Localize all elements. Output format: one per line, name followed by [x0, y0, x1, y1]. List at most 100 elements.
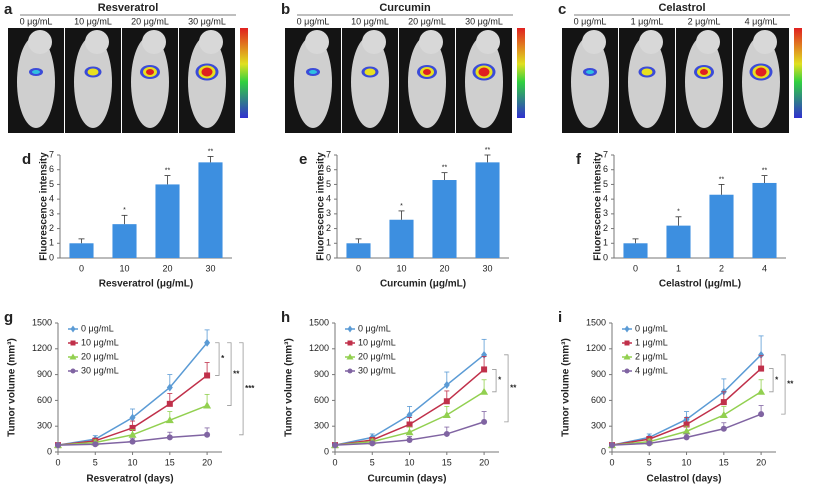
- y-tick-label: 0: [603, 252, 608, 262]
- marker: [92, 441, 99, 448]
- signal-mid: [364, 68, 376, 76]
- x-tick-label: 20: [439, 263, 449, 273]
- mouse-body: [465, 36, 503, 128]
- bar: [346, 243, 371, 258]
- y-axis-label: Tumor volume (mm³): [561, 338, 572, 437]
- marker: [332, 442, 338, 449]
- significance: **: [208, 148, 214, 155]
- y-tick-label: 300: [37, 421, 52, 431]
- significance-bracket: [215, 342, 220, 376]
- signal-mid: [586, 70, 594, 74]
- legend-label: 20 μg/mL: [81, 351, 119, 361]
- dose-label: 20 μg/mL: [131, 16, 169, 26]
- dose-label: 20 μg/mL: [408, 16, 446, 26]
- marker: [128, 430, 137, 438]
- marker: [682, 427, 691, 435]
- marker: [204, 431, 211, 438]
- marker: [346, 353, 354, 360]
- significance: **: [719, 176, 725, 183]
- x-tick-label: 0: [609, 457, 614, 467]
- x-tick-label: 20: [479, 457, 489, 467]
- mouse-body: [188, 36, 226, 128]
- mouse-body: [685, 36, 723, 128]
- marker: [70, 340, 76, 346]
- marker: [129, 424, 136, 431]
- y-tick-label: 1500: [32, 317, 52, 327]
- mouse-body: [131, 36, 169, 128]
- significance: **: [762, 167, 768, 174]
- x-tick-label: 20: [162, 263, 172, 273]
- y-tick-label: 4: [326, 194, 331, 204]
- marker: [480, 387, 489, 395]
- signal-core: [478, 67, 490, 77]
- dose-label: 2 μg/mL: [688, 16, 721, 26]
- marker: [609, 442, 615, 449]
- signal-core: [755, 67, 767, 77]
- y-tick-label: 1500: [586, 317, 606, 327]
- y-tick-label: 6: [49, 164, 54, 174]
- marker: [442, 411, 451, 419]
- marker: [129, 438, 136, 445]
- y-tick-label: 3: [603, 208, 608, 218]
- significance: *: [123, 207, 126, 214]
- mouse-head: [753, 30, 777, 54]
- significance: **: [165, 167, 171, 174]
- bar: [69, 243, 94, 258]
- significance-bracket: [239, 342, 244, 436]
- panel-letter: d: [22, 151, 31, 168]
- signal-core: [201, 67, 213, 77]
- mouse-head: [639, 30, 663, 54]
- marker: [70, 325, 76, 333]
- marker: [347, 325, 353, 333]
- mouse-body: [742, 36, 780, 128]
- signal-mid: [87, 68, 99, 76]
- marker: [720, 425, 727, 432]
- marker: [646, 440, 653, 447]
- significance-bracket: [504, 354, 509, 423]
- significance-bracket: [781, 354, 786, 415]
- marker: [204, 338, 211, 347]
- marker: [369, 440, 376, 447]
- x-axis-label: Curcumin (days): [368, 474, 447, 485]
- y-tick-label: 0: [47, 446, 52, 456]
- panel-letter: b: [281, 1, 290, 18]
- bar: [432, 180, 457, 258]
- colorbar: [517, 28, 525, 118]
- panel-letter: a: [4, 1, 13, 18]
- marker: [443, 398, 450, 405]
- dose-label: 4 μg/mL: [745, 16, 778, 26]
- marker: [204, 372, 211, 379]
- dose-label: 30 μg/mL: [465, 16, 503, 26]
- y-axis-label: Tumor volume (mm³): [284, 338, 295, 437]
- panel-letter: g: [4, 309, 13, 326]
- x-tick-label: 0: [55, 457, 60, 467]
- x-axis-label: Celastrol (days): [646, 474, 721, 485]
- x-tick-label: 5: [93, 457, 98, 467]
- mouse-body: [628, 36, 666, 128]
- legend-label: 30 μg/mL: [81, 365, 119, 375]
- x-tick-label: 0: [79, 263, 84, 273]
- panel-letter: i: [558, 309, 562, 326]
- x-tick-label: 1: [676, 263, 681, 273]
- colorbar: [794, 28, 802, 118]
- y-tick-label: 1: [326, 238, 331, 248]
- x-axis-label: Curcumin (μg/mL): [380, 279, 466, 290]
- y-tick-label: 1: [603, 238, 608, 248]
- dose-label: 10 μg/mL: [351, 16, 389, 26]
- mouse-body: [571, 36, 609, 128]
- y-tick-label: 1: [49, 238, 54, 248]
- x-tick-label: 15: [165, 457, 175, 467]
- mouse-head: [305, 30, 329, 54]
- significance: **: [510, 383, 517, 392]
- marker: [481, 418, 488, 425]
- legend-label: 2 μg/mL: [635, 351, 668, 361]
- signal-core: [146, 69, 154, 75]
- panel-letter: f: [576, 151, 582, 168]
- y-tick-label: 300: [591, 421, 606, 431]
- y-tick-label: 7: [603, 149, 608, 159]
- mouse-body: [294, 36, 332, 128]
- legend-label: 30 μg/mL: [358, 365, 396, 375]
- signal-mid: [641, 68, 653, 76]
- y-tick-label: 2: [603, 223, 608, 233]
- y-tick-label: 600: [314, 395, 329, 405]
